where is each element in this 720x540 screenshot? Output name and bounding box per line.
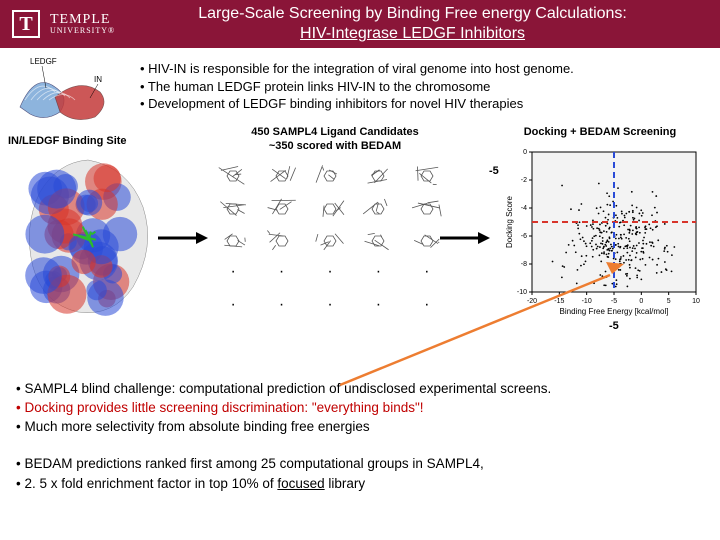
- ligand-cell: [355, 160, 401, 190]
- ligand-ellipsis: ·: [258, 257, 304, 287]
- top-bullet-3: • Development of LEDGF binding inhibitor…: [140, 95, 574, 113]
- final-bullet-2-post: library: [325, 476, 366, 491]
- ligand-cell: [210, 160, 256, 190]
- ligand-title-line2: ~350 scored with BEDAM: [230, 140, 440, 154]
- bottom-bullet-1: • SAMPL4 blind challenge: computational …: [16, 380, 551, 399]
- svg-text:-10: -10: [582, 298, 592, 305]
- logo-letter: T: [12, 10, 40, 38]
- ligand-cell: [307, 192, 353, 222]
- ligand-cell: [258, 192, 304, 222]
- ligand-cell: [258, 160, 304, 190]
- threshold-label-x: -5: [608, 320, 620, 332]
- final-bullet-2: • 2. 5 x fold enrichment factor in top 1…: [16, 474, 484, 494]
- ligand-cell: [404, 192, 450, 222]
- ligand-cell: [355, 192, 401, 222]
- svg-text:10: 10: [692, 298, 700, 305]
- slide-title-line2: HIV-Integrase LEDGF Inhibitors: [115, 24, 710, 44]
- ligand-cell: [307, 225, 353, 255]
- ligand-ellipsis: ·: [355, 290, 401, 320]
- ligand-grid: ··········: [210, 160, 450, 320]
- threshold-label-y: -5: [488, 165, 500, 177]
- svg-text:LEDGF: LEDGF: [30, 57, 57, 66]
- binding-site-surface: [18, 152, 158, 322]
- top-bullet-2: • The human LEDGF protein links HIV-IN t…: [140, 78, 574, 96]
- final-bullet-1: • BEDAM predictions ranked first among 2…: [16, 454, 484, 474]
- svg-text:-6: -6: [521, 233, 527, 240]
- bottom-bullet-list: • SAMPL4 blind challenge: computational …: [16, 380, 551, 437]
- svg-text:-15: -15: [554, 298, 564, 305]
- ligand-ellipsis: ·: [210, 257, 256, 287]
- university-name-top: TEMPLE: [50, 13, 115, 27]
- final-bullet-2-pre: • 2. 5 x fold enrichment factor in top 1…: [16, 476, 277, 491]
- slide-title-line1: Large-Scale Screening by Binding Free en…: [115, 4, 710, 24]
- university-name: TEMPLE UNIVERSITY®: [50, 13, 115, 35]
- svg-text:-2: -2: [521, 177, 527, 184]
- binding-site-label: IN/LEDGF Binding Site: [8, 135, 127, 147]
- protein-cartoon: LEDGF IN: [10, 52, 125, 130]
- svg-text:Binding Free Energy [kcal/mol]: Binding Free Energy [kcal/mol]: [560, 307, 669, 316]
- ligand-ellipsis: ·: [355, 257, 401, 287]
- ligand-ellipsis: ·: [404, 290, 450, 320]
- final-bullet-list: • BEDAM predictions ranked first among 2…: [16, 454, 484, 495]
- ligand-ellipsis: ·: [258, 290, 304, 320]
- svg-text:0: 0: [523, 149, 527, 156]
- ligand-cell: [355, 225, 401, 255]
- ligand-cell: [210, 192, 256, 222]
- svg-text:-10: -10: [517, 289, 527, 296]
- bottom-bullet-3: • Much more selectivity from absolute bi…: [16, 418, 551, 437]
- final-bullet-2-underline: focused: [277, 476, 324, 491]
- top-bullet-1: • HIV-IN is responsible for the integrat…: [140, 60, 574, 78]
- ligand-title-line1: 450 SAMPL4 Ligand Candidates: [230, 126, 440, 140]
- svg-text:Docking Score: Docking Score: [505, 195, 514, 248]
- top-bullet-list: • HIV-IN is responsible for the integrat…: [140, 60, 574, 113]
- ligand-cell: [404, 160, 450, 190]
- ligand-cell: [258, 225, 304, 255]
- ligand-ellipsis: ·: [210, 290, 256, 320]
- svg-text:-8: -8: [521, 261, 527, 268]
- university-name-bottom: UNIVERSITY®: [50, 27, 115, 35]
- svg-text:IN: IN: [94, 75, 102, 84]
- scatter-title: Docking + BEDAM Screening: [500, 126, 700, 138]
- flow-arrow-1: [158, 230, 208, 246]
- svg-text:-4: -4: [521, 205, 527, 212]
- ligand-cell: [307, 160, 353, 190]
- svg-text:0: 0: [639, 298, 643, 305]
- university-logo: T: [6, 4, 46, 44]
- ligand-ellipsis: ·: [307, 257, 353, 287]
- ligand-ellipsis: ·: [404, 257, 450, 287]
- ligand-cell: [210, 225, 256, 255]
- slide-title: Large-Scale Screening by Binding Free en…: [115, 4, 720, 44]
- svg-text:5: 5: [667, 298, 671, 305]
- header-bar: T TEMPLE UNIVERSITY® Large-Scale Screeni…: [0, 0, 720, 48]
- scatter-plot: -20-15-10-50510-10-8-6-4-20Binding Free …: [500, 146, 700, 316]
- svg-text:-20: -20: [527, 298, 537, 305]
- bottom-bullet-2: • Docking provides little screening disc…: [16, 399, 551, 418]
- ligand-cell: [404, 225, 450, 255]
- ligand-ellipsis: ·: [307, 290, 353, 320]
- ligand-block-title: 450 SAMPL4 Ligand Candidates ~350 scored…: [230, 126, 440, 154]
- svg-text:-5: -5: [611, 298, 617, 305]
